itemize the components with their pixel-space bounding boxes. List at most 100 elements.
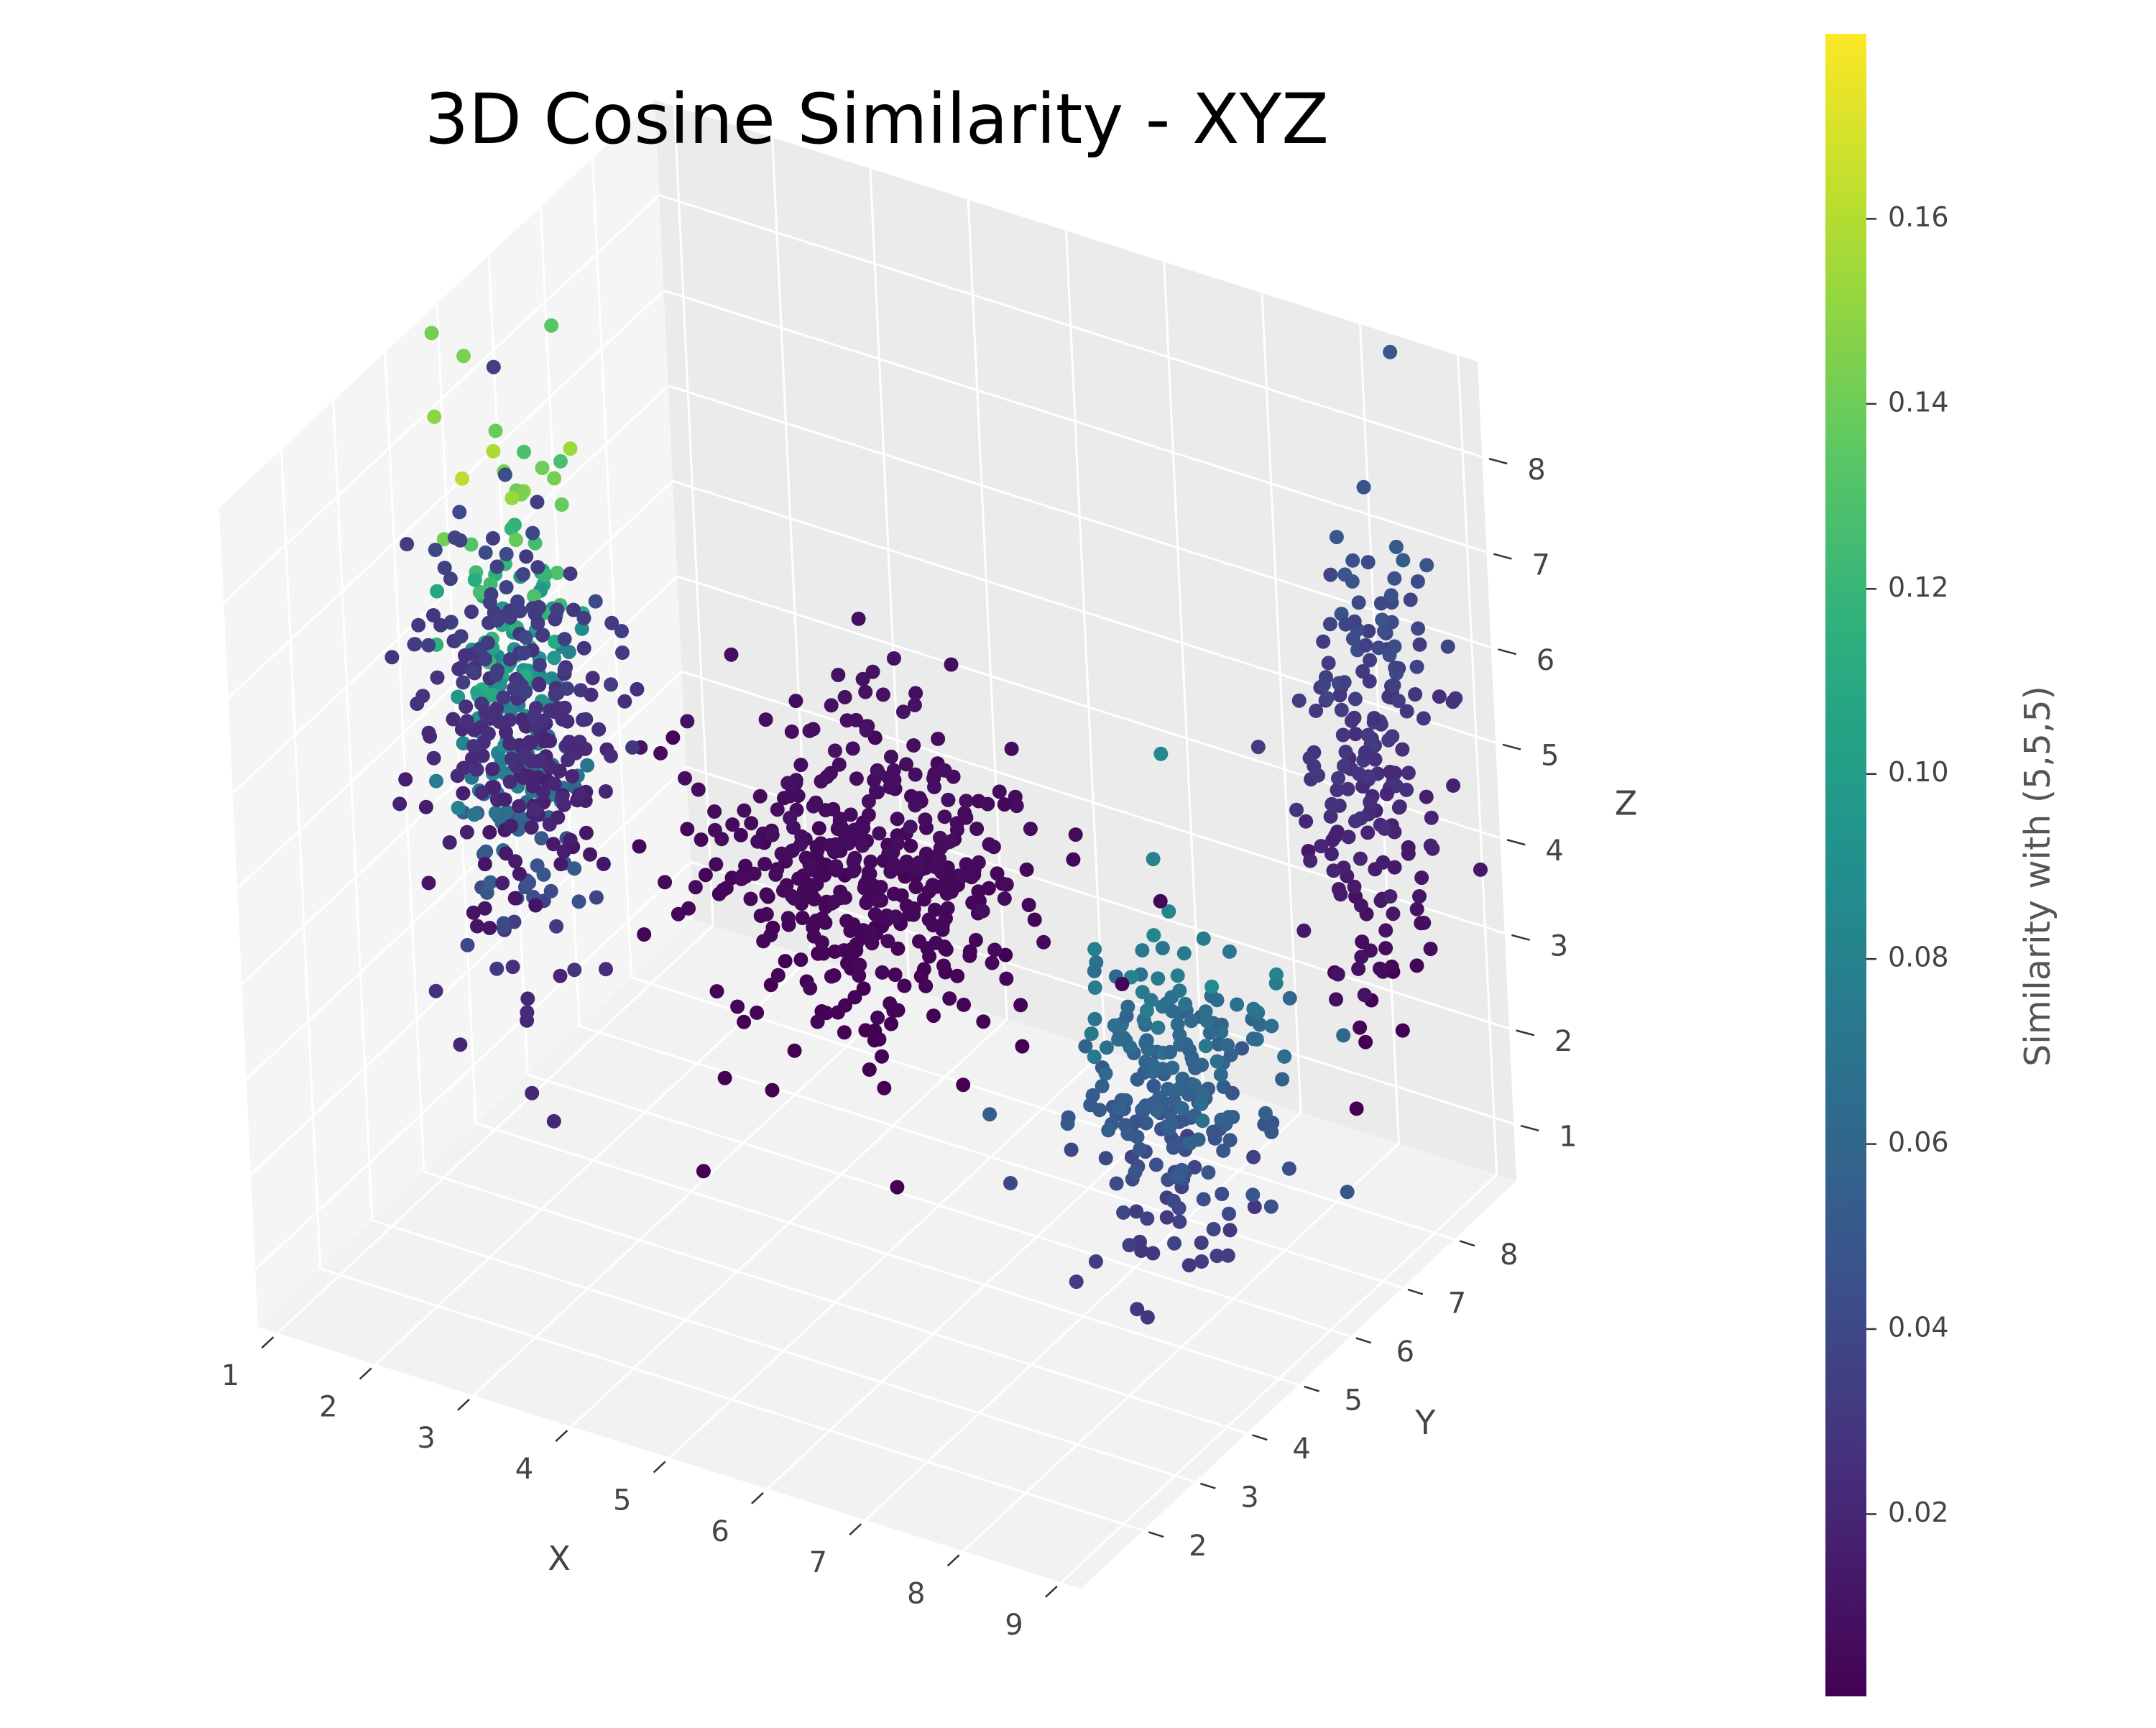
data-point bbox=[489, 423, 503, 438]
data-point bbox=[1309, 704, 1323, 718]
data-point bbox=[860, 723, 874, 737]
data-point bbox=[802, 858, 816, 872]
data-point bbox=[1339, 745, 1353, 759]
data-point bbox=[572, 787, 586, 801]
data-point bbox=[1133, 1142, 1147, 1157]
data-point bbox=[630, 682, 644, 697]
tick-mark bbox=[1200, 1484, 1215, 1489]
data-point bbox=[499, 547, 514, 561]
data-point bbox=[737, 804, 751, 818]
data-point bbox=[972, 855, 986, 870]
data-point bbox=[750, 835, 765, 849]
data-point bbox=[1391, 694, 1406, 708]
data-point bbox=[1146, 852, 1161, 866]
data-point bbox=[1357, 480, 1371, 495]
data-point bbox=[1335, 703, 1349, 717]
data-point bbox=[1116, 1205, 1130, 1220]
data-point bbox=[558, 632, 572, 646]
data-point bbox=[536, 714, 550, 728]
x-tick-label: 5 bbox=[613, 1484, 631, 1517]
data-point bbox=[451, 662, 466, 676]
data-point bbox=[724, 648, 739, 662]
data-point bbox=[572, 894, 586, 909]
data-point bbox=[1210, 1249, 1224, 1263]
data-point bbox=[788, 1044, 802, 1058]
data-point bbox=[573, 683, 588, 697]
data-point bbox=[1200, 1014, 1215, 1028]
data-point bbox=[604, 749, 618, 763]
data-point bbox=[547, 651, 561, 665]
data-point bbox=[1264, 1125, 1279, 1139]
data-point bbox=[1388, 661, 1402, 675]
data-point bbox=[1208, 1131, 1222, 1146]
data-point bbox=[846, 864, 860, 878]
data-point bbox=[903, 839, 918, 853]
data-point bbox=[759, 712, 773, 727]
colorbar-tick-label: 0.06 bbox=[1888, 1126, 1949, 1158]
data-point bbox=[887, 763, 901, 778]
data-point bbox=[561, 753, 575, 767]
data-point bbox=[599, 784, 613, 799]
colorbar-tick-label: 0.10 bbox=[1888, 756, 1949, 788]
data-point bbox=[680, 714, 694, 728]
data-point bbox=[788, 694, 803, 708]
data-point bbox=[558, 701, 572, 715]
data-point bbox=[785, 725, 799, 739]
data-point bbox=[992, 784, 1007, 799]
data-point bbox=[487, 360, 501, 374]
data-point bbox=[1331, 968, 1345, 982]
data-point bbox=[1331, 771, 1345, 786]
data-point bbox=[1296, 924, 1311, 938]
data-point bbox=[1341, 782, 1355, 796]
colorbar-tick-label: 0.14 bbox=[1888, 386, 1949, 418]
data-point bbox=[862, 865, 876, 880]
data-point bbox=[806, 920, 820, 934]
data-point bbox=[858, 685, 872, 699]
data-point bbox=[688, 880, 703, 894]
data-point bbox=[553, 857, 568, 871]
data-point bbox=[1373, 962, 1387, 976]
data-point bbox=[765, 1083, 780, 1098]
data-point bbox=[505, 491, 519, 505]
data-point bbox=[1149, 1157, 1164, 1172]
data-point bbox=[625, 740, 640, 755]
x-tick-label: 4 bbox=[515, 1453, 533, 1486]
data-point bbox=[699, 868, 713, 882]
data-point bbox=[1380, 787, 1394, 801]
data-point bbox=[456, 675, 470, 689]
data-point bbox=[557, 845, 571, 859]
data-point bbox=[691, 783, 706, 797]
data-point bbox=[427, 410, 441, 424]
data-point bbox=[448, 530, 462, 545]
data-point bbox=[1411, 574, 1425, 589]
tick-mark bbox=[1356, 1338, 1371, 1343]
data-point bbox=[522, 735, 537, 749]
data-point bbox=[793, 758, 808, 772]
data-point bbox=[969, 822, 984, 836]
data-point bbox=[547, 471, 561, 485]
data-point bbox=[867, 1024, 882, 1038]
data-point bbox=[1419, 790, 1434, 804]
data-point bbox=[1112, 1101, 1127, 1116]
data-point bbox=[632, 840, 647, 854]
data-point bbox=[535, 461, 550, 475]
data-point bbox=[1171, 1017, 1185, 1031]
data-point bbox=[959, 794, 973, 808]
data-point bbox=[1087, 1012, 1102, 1026]
data-point bbox=[502, 737, 517, 751]
tick-mark bbox=[752, 1493, 763, 1504]
data-point bbox=[478, 652, 492, 666]
data-point bbox=[438, 561, 452, 575]
data-point bbox=[906, 738, 921, 753]
data-point bbox=[1337, 759, 1351, 773]
data-point bbox=[563, 441, 578, 456]
data-point bbox=[544, 884, 558, 899]
data-point bbox=[1123, 1238, 1137, 1252]
data-point bbox=[1172, 1215, 1187, 1229]
data-point bbox=[398, 772, 413, 786]
data-point bbox=[936, 917, 950, 932]
data-point bbox=[1424, 942, 1438, 956]
data-point bbox=[1182, 1258, 1197, 1272]
y-tick-label: 6 bbox=[1396, 1336, 1414, 1369]
data-point bbox=[969, 933, 983, 947]
